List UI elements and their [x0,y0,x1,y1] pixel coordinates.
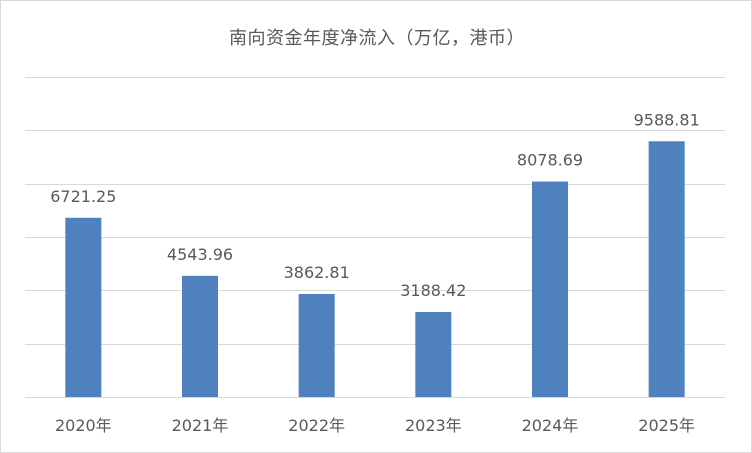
chart-title: 南向资金年度净流入（万亿，港币） [229,28,525,49]
data-label: 8078.69 [517,151,583,170]
data-label: 6721.25 [50,187,116,206]
x-tick-label: 2022年 [288,416,345,435]
x-tick-label: 2025年 [638,416,695,435]
data-label: 3188.42 [400,281,466,300]
data-label: 4543.96 [167,245,233,264]
bar [298,293,335,397]
x-tick-label: 2024年 [522,416,579,435]
bar [415,311,452,397]
data-label: 3862.81 [284,263,350,282]
x-tick-label: 2023年 [405,416,462,435]
bar [65,217,102,397]
data-label: 9588.81 [634,110,700,129]
x-tick-label: 2021年 [172,416,229,435]
x-tick-label: 2020年 [55,416,112,435]
bar [532,181,568,397]
bar [182,275,218,397]
bar [648,141,685,397]
